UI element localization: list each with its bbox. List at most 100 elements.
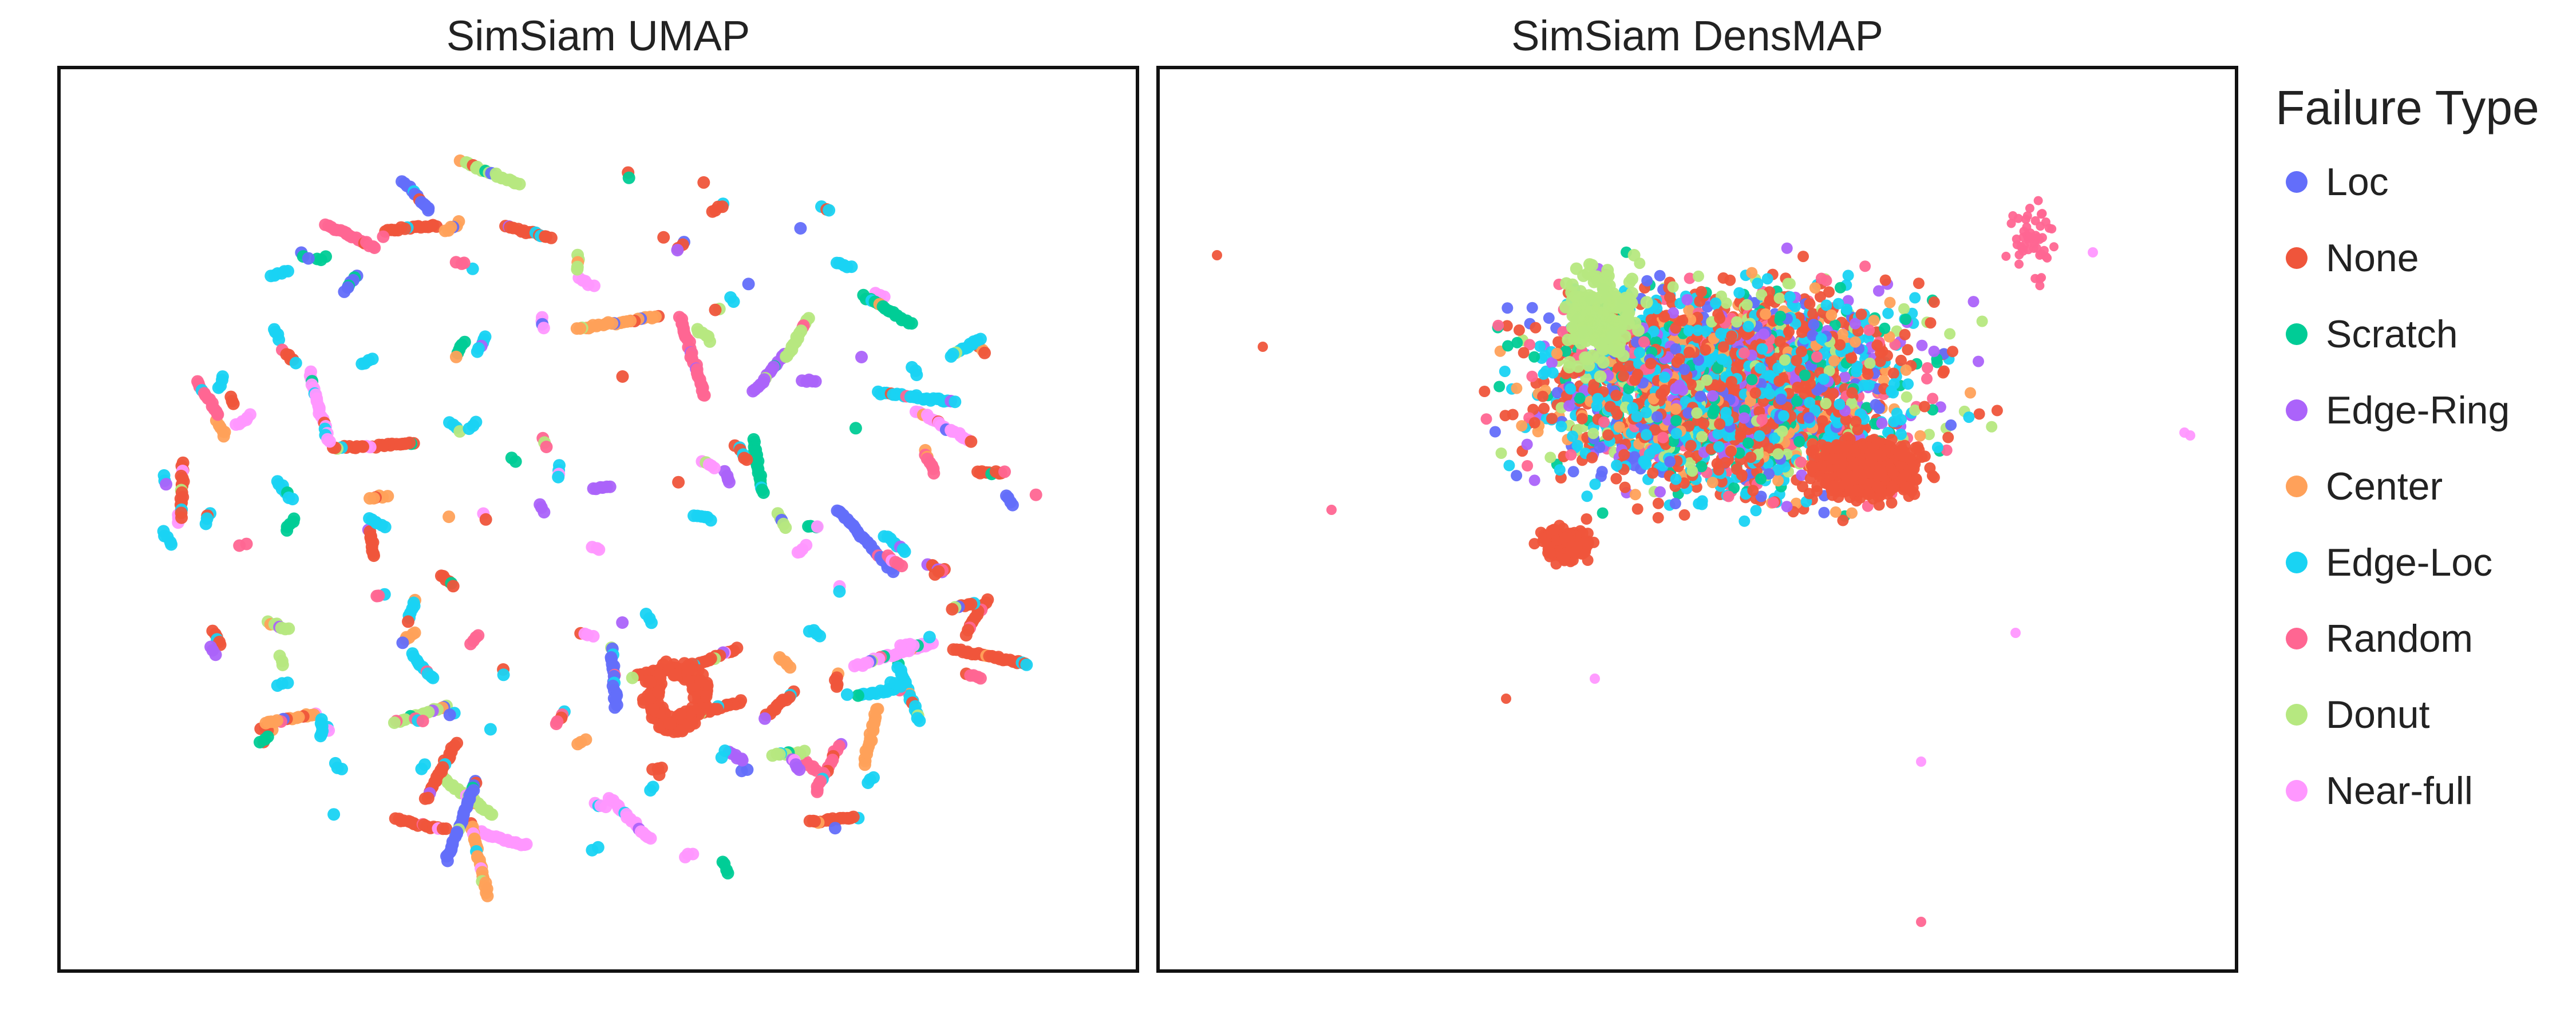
umap-point [588,279,600,292]
umap-point [833,585,846,598]
umap-point [766,749,779,762]
densmap-point [1886,481,1898,493]
densmap-panel [1156,66,2238,973]
umap-point [441,854,454,867]
densmap-point [1876,417,1888,429]
umap-point [974,672,987,685]
densmap-point [1588,334,1601,347]
densmap-point [1781,242,1793,254]
densmap-point [1587,427,1599,439]
densmap-point [1919,401,1930,413]
umap-point [550,718,563,730]
densmap-point [1669,498,1681,509]
densmap-point [1627,249,1641,262]
densmap-point [1513,324,1525,336]
densmap-point [1560,277,1573,290]
densmap-point [1900,364,1912,376]
umap-point [485,808,499,821]
densmap-point [1823,286,1835,298]
densmap-point [1755,362,1766,374]
umap-point [794,222,807,235]
densmap-point [1991,405,2003,417]
umap-point [848,660,861,672]
densmap-point [1875,464,1887,476]
densmap-point [1767,497,1779,509]
umap-point [698,389,711,402]
umap-point [927,467,941,480]
densmap-point [1753,430,1765,442]
umap-point [858,758,871,771]
umap-point [520,838,533,851]
densmap-point [1711,458,1723,470]
umap-point [355,357,369,370]
densmap-point [1791,395,1803,407]
densmap-point [1852,465,1864,477]
densmap-point [1560,345,1572,357]
densmap-point [1899,328,1911,340]
densmap-point [1730,363,1743,375]
densmap-point [1928,346,1940,357]
densmap-point [1696,286,1707,298]
densmap-point [1522,460,1534,472]
densmap-point [1722,490,1735,502]
densmap-point [1818,506,1830,518]
densmap-point [1783,326,1795,338]
densmap-point [1502,340,1514,352]
densmap-point [1579,291,1591,304]
densmap-point [1604,401,1616,413]
umap-point [823,204,836,217]
densmap-point [1925,317,1937,329]
densmap-point [1670,343,1682,355]
densmap-point [1834,282,1846,294]
umap-point [314,730,327,743]
densmap-point [1941,444,1953,456]
umap-point [683,718,697,731]
densmap-point [1774,335,1786,347]
densmap-point [1973,408,1985,420]
umap-point [544,231,558,244]
densmap-point [1579,351,1592,364]
densmap-point [1708,404,1720,416]
umap-point [697,176,710,189]
densmap-point [1883,331,1895,343]
densmap-point [1772,448,1784,460]
densmap-point [1683,324,1695,336]
densmap-point [1792,381,1804,393]
densmap-point [1772,475,1784,487]
umap-point [784,661,797,674]
umap-point [571,263,584,276]
densmap-point [1839,371,1851,383]
densmap-point [1716,476,1728,488]
densmap-point [1749,387,1761,399]
densmap-point [1683,420,1695,432]
densmap-point [1738,347,1750,359]
densmap-point [1909,404,1921,416]
densmap-point [1521,438,1533,450]
densmap-point [1479,386,1491,397]
umap-point [659,655,673,668]
densmap-point [1855,308,1867,320]
densmap-point [1735,431,1747,443]
densmap-point [1779,354,1791,366]
densmap-point [1673,353,1685,365]
densmap-point [1886,385,1897,397]
densmap-point [1784,291,1796,303]
densmap-point [1901,391,1913,403]
umap-point [259,716,272,730]
densmap-point [1581,324,1594,337]
densmap-point [1685,439,1697,451]
densmap-point [1518,347,1530,359]
umap-point [302,252,315,265]
densmap-point [1678,509,1690,521]
densmap-point [1651,411,1663,423]
densmap-point [1863,488,1875,500]
densmap-point [1764,370,1776,382]
densmap-point [1871,339,1883,351]
umap-point [709,303,722,316]
densmap-point [1760,308,1772,320]
densmap-point [1820,275,1832,287]
densmap-point [1712,428,1724,439]
umap-point [463,422,476,435]
densmap-point [1668,307,1679,319]
densmap-point [1618,370,1630,382]
